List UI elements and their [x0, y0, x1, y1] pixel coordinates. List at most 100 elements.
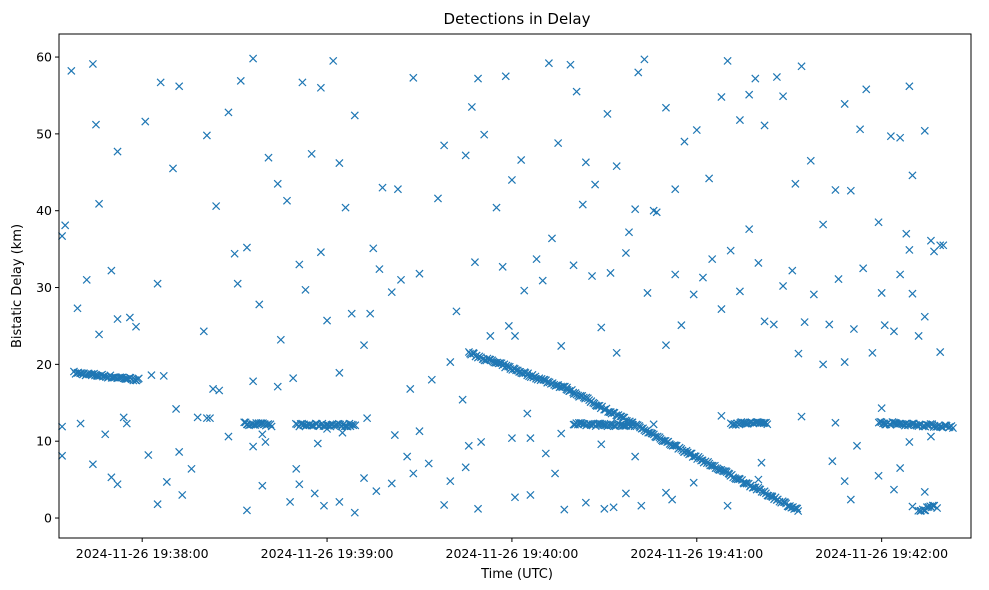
detection-point [153, 500, 162, 509]
detection-point [554, 139, 563, 148]
detection-point [119, 413, 128, 422]
detection-point [862, 85, 871, 94]
detection-point [107, 266, 116, 275]
detection-point [107, 473, 116, 482]
detection-point [578, 200, 587, 209]
detection-point [193, 413, 202, 422]
detection-point [800, 318, 809, 327]
detection-point [350, 111, 359, 120]
detection-point [406, 384, 415, 393]
detection-point [403, 452, 412, 461]
chart-title: Detections in Delay [444, 10, 591, 28]
detection-point [640, 55, 649, 64]
x-tick-label: 2024-11-26 19:39:00 [261, 546, 394, 561]
detection-point [101, 430, 110, 439]
detection-point [840, 99, 849, 108]
detection-point [868, 348, 877, 357]
detection-point [751, 74, 760, 83]
detection-point [122, 419, 131, 428]
detection-point [840, 358, 849, 367]
detection-point [88, 59, 97, 68]
y-tick-label: 50 [36, 126, 52, 141]
detection-point [261, 437, 270, 446]
detection-point [67, 66, 76, 75]
detection-point [569, 261, 578, 270]
detection-point [446, 358, 455, 367]
detection-point [819, 220, 828, 229]
detection-point [896, 270, 905, 279]
detection-point [510, 493, 520, 502]
detection-point [940, 421, 949, 430]
x-tick-label: 2024-11-26 19:42:00 [815, 546, 948, 561]
detection-point [557, 341, 566, 350]
detection-point [877, 404, 886, 413]
detection-point [276, 335, 285, 344]
detection-point [819, 360, 828, 369]
detection-point [581, 158, 590, 167]
detection-point [175, 82, 184, 91]
detection-point [282, 196, 292, 205]
detection-point [523, 409, 532, 418]
detection-point [723, 56, 732, 65]
detection-point [779, 92, 788, 101]
detection-point [144, 451, 153, 460]
detection-point [440, 500, 449, 509]
detection-point [409, 73, 418, 82]
detection-point [319, 501, 328, 510]
detection-point [316, 83, 325, 92]
detection-point [612, 162, 621, 171]
detection-point [375, 265, 384, 274]
detection-point [908, 171, 917, 180]
detection-point [537, 374, 546, 383]
detection-point [668, 495, 677, 504]
detection-point [58, 232, 67, 241]
detection-point [461, 151, 470, 160]
detection-point [347, 309, 356, 318]
detection-point [526, 434, 535, 443]
y-axis-label: Bistatic Delay (km) [10, 224, 25, 348]
detection-point [323, 316, 332, 325]
detection-point [446, 477, 455, 486]
detection-point [600, 405, 609, 414]
detection-point [896, 464, 905, 473]
detection-point [852, 441, 862, 450]
detection-point [661, 341, 670, 350]
detection-point [920, 126, 929, 135]
detection-point [156, 78, 165, 87]
detection-point [621, 489, 630, 498]
detection-point [825, 320, 834, 329]
detection-point [433, 194, 442, 203]
detection-point [763, 420, 772, 429]
detection-point [372, 487, 381, 496]
detection-point [266, 420, 275, 429]
detection-point [689, 478, 698, 487]
detection-point [846, 186, 855, 195]
detection-point [723, 501, 732, 510]
detection-point [480, 130, 489, 139]
detection-point [551, 469, 560, 478]
detection-point [366, 309, 375, 318]
detection-point [351, 421, 360, 430]
detection-point [591, 180, 600, 189]
detection-point [902, 229, 911, 238]
detection-point [307, 421, 316, 430]
detection-point [791, 179, 800, 188]
detection-point [335, 368, 344, 377]
detection-point [735, 287, 744, 296]
detection-point [631, 205, 640, 214]
detection-point [661, 488, 670, 497]
detection-point [58, 451, 67, 460]
detection-point [91, 120, 100, 129]
detection-point [175, 447, 184, 456]
detection-point [504, 321, 513, 330]
detection-point [153, 279, 162, 288]
detection-point [933, 504, 942, 513]
detection-point [95, 199, 104, 208]
detection-point [526, 490, 535, 499]
detection-point [474, 504, 483, 513]
detection-point [363, 414, 372, 423]
detection-point [566, 60, 575, 69]
detection-point [162, 477, 171, 486]
y-tick-label: 10 [36, 434, 52, 449]
detection-point [510, 331, 520, 340]
